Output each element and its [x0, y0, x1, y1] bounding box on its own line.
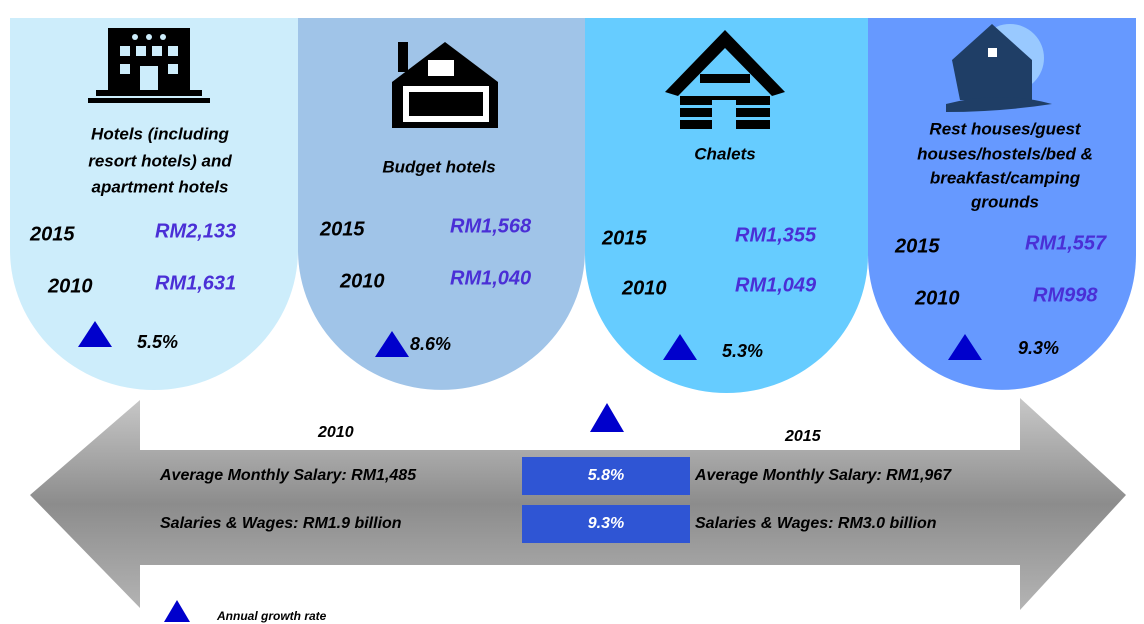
growth-rate: 9.3% [1018, 338, 1059, 358]
year: 2015 [784, 428, 822, 445]
double-arrow [30, 398, 1126, 610]
growth-rate: 5.3% [722, 341, 763, 361]
year: 2010 [317, 424, 354, 441]
growth-rate: 5.8% [588, 467, 624, 484]
card-bg [298, 18, 585, 390]
salary: RM1,557 [1025, 232, 1107, 254]
card-title: breakfast/camping [930, 168, 1081, 187]
chalet-icon [665, 30, 785, 130]
salary: RM1,049 [735, 274, 817, 296]
card-title: grounds [970, 192, 1039, 211]
salary: RM1,631 [155, 272, 236, 294]
year: 2015 [319, 218, 365, 240]
card-bg [868, 18, 1136, 390]
year: 2015 [601, 227, 647, 249]
card-title: Rest houses/guest [929, 119, 1081, 138]
card-title: Chalets [694, 144, 755, 163]
salary-2015: Salaries & Wages: RM3.0 billion [695, 515, 937, 532]
salary-2015: Average Monthly Salary: RM1,967 [694, 467, 952, 484]
hotel-icon [88, 28, 210, 103]
legend-label: Annual growth rate [216, 609, 327, 623]
salary-2010: Salaries & Wages: RM1.9 billion [160, 515, 402, 532]
legend-triangle [164, 600, 190, 622]
growth-rate: 8.6% [410, 334, 451, 354]
budget-hotel-icon [392, 42, 498, 128]
year: 2015 [894, 235, 940, 257]
year: 2010 [47, 275, 93, 297]
growth-triangle [78, 321, 112, 347]
salary: RM1,568 [450, 215, 532, 237]
salary: RM1,355 [735, 224, 817, 246]
salary: RM1,040 [450, 267, 531, 289]
year: 2015 [29, 223, 75, 245]
growth-triangle [590, 403, 624, 432]
card-title: Hotels (including [91, 124, 230, 143]
growth-triangle [663, 334, 697, 360]
guest-house-icon [946, 24, 1052, 112]
card-bg [585, 18, 868, 393]
growth-box [522, 457, 690, 495]
card-bg [10, 18, 298, 390]
card-title: resort hotels) and [88, 151, 232, 170]
salary: RM2,133 [155, 220, 236, 242]
growth-triangle [948, 334, 982, 360]
growth-triangle [375, 331, 409, 357]
salary: RM998 [1033, 284, 1098, 306]
card-title: houses/hostels/bed & [917, 144, 1093, 163]
salary-2010: Average Monthly Salary: RM1,485 [159, 467, 417, 484]
growth-rate: 9.3% [588, 515, 624, 532]
year: 2010 [621, 277, 667, 299]
growth-box [522, 505, 690, 543]
growth-rate: 5.5% [137, 332, 178, 352]
year: 2010 [339, 270, 385, 292]
card-title: Budget hotels [382, 157, 495, 176]
year: 2010 [914, 287, 960, 309]
card-title: apartment hotels [92, 177, 229, 196]
